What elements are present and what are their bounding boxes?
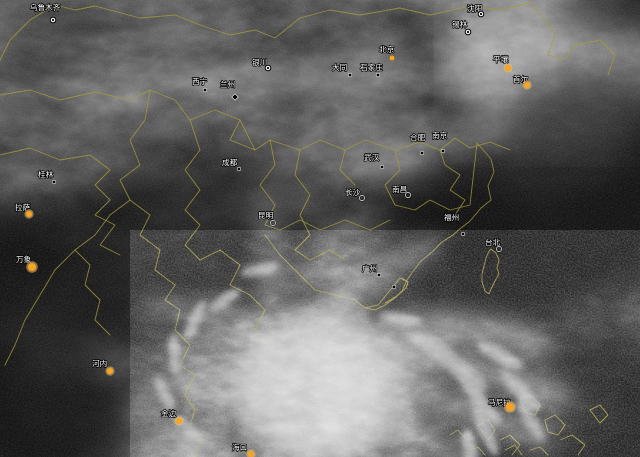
svg-text:武汉: 武汉 <box>364 152 380 162</box>
svg-text:广州: 广州 <box>362 263 377 273</box>
svg-text:台北: 台北 <box>485 237 501 247</box>
svg-text:锡林: 锡林 <box>452 19 468 29</box>
svg-text:南昌: 南昌 <box>392 184 407 194</box>
svg-text:金边: 金边 <box>161 408 177 418</box>
svg-text:北京: 北京 <box>379 44 395 54</box>
svg-text:海口: 海口 <box>232 442 247 452</box>
svg-text:大同: 大同 <box>332 62 347 72</box>
svg-text:河内: 河内 <box>92 358 107 368</box>
svg-text:合肥: 合肥 <box>410 132 426 142</box>
svg-text:兰州: 兰州 <box>220 79 235 89</box>
svg-text:南京: 南京 <box>432 130 448 140</box>
svg-text:长沙: 长沙 <box>345 187 361 197</box>
svg-text:成都: 成都 <box>222 157 238 167</box>
svg-text:银川: 银川 <box>252 57 267 67</box>
svg-text:石家庄: 石家庄 <box>360 62 383 72</box>
svg-text:平壤: 平壤 <box>493 54 509 64</box>
svg-text:乌鲁木齐: 乌鲁木齐 <box>30 2 61 12</box>
svg-text:福州: 福州 <box>444 213 459 222</box>
svg-text:桂林: 桂林 <box>38 169 54 179</box>
svg-text:西宁: 西宁 <box>192 76 208 86</box>
svg-text:昆明: 昆明 <box>258 211 274 220</box>
